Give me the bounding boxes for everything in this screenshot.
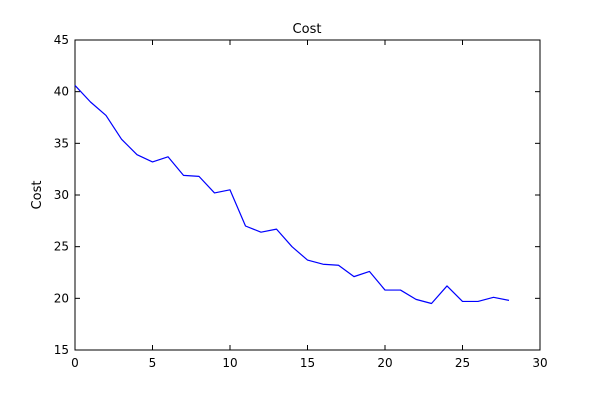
x-tick-label: 0 bbox=[71, 356, 79, 370]
x-tick-label: 10 bbox=[222, 356, 237, 370]
plot-area-frame bbox=[74, 39, 541, 351]
chart-title: Cost bbox=[293, 22, 322, 37]
y-tick-label: 20 bbox=[54, 291, 69, 305]
x-tick-label: 20 bbox=[377, 356, 392, 370]
axis-ticks: 0 5 10 15 20 25 30 15 20 25 30 35 40 45 bbox=[54, 33, 548, 370]
x-tick-label: 30 bbox=[532, 356, 547, 370]
cost-series-line bbox=[74, 85, 510, 305]
y-tick-label: 35 bbox=[54, 136, 69, 150]
series-layer bbox=[74, 85, 510, 305]
x-tick-label: 15 bbox=[300, 356, 315, 370]
y-tick-label: 45 bbox=[54, 33, 69, 47]
x-tick-label: 5 bbox=[149, 356, 157, 370]
y-axis-label: Cost bbox=[30, 181, 45, 210]
y-tick-label: 15 bbox=[54, 343, 69, 357]
y-tick-label: 30 bbox=[54, 188, 69, 202]
y-tick-label: 25 bbox=[54, 240, 69, 254]
y-tick-label: 40 bbox=[54, 85, 69, 99]
x-tick-label: 25 bbox=[455, 356, 470, 370]
